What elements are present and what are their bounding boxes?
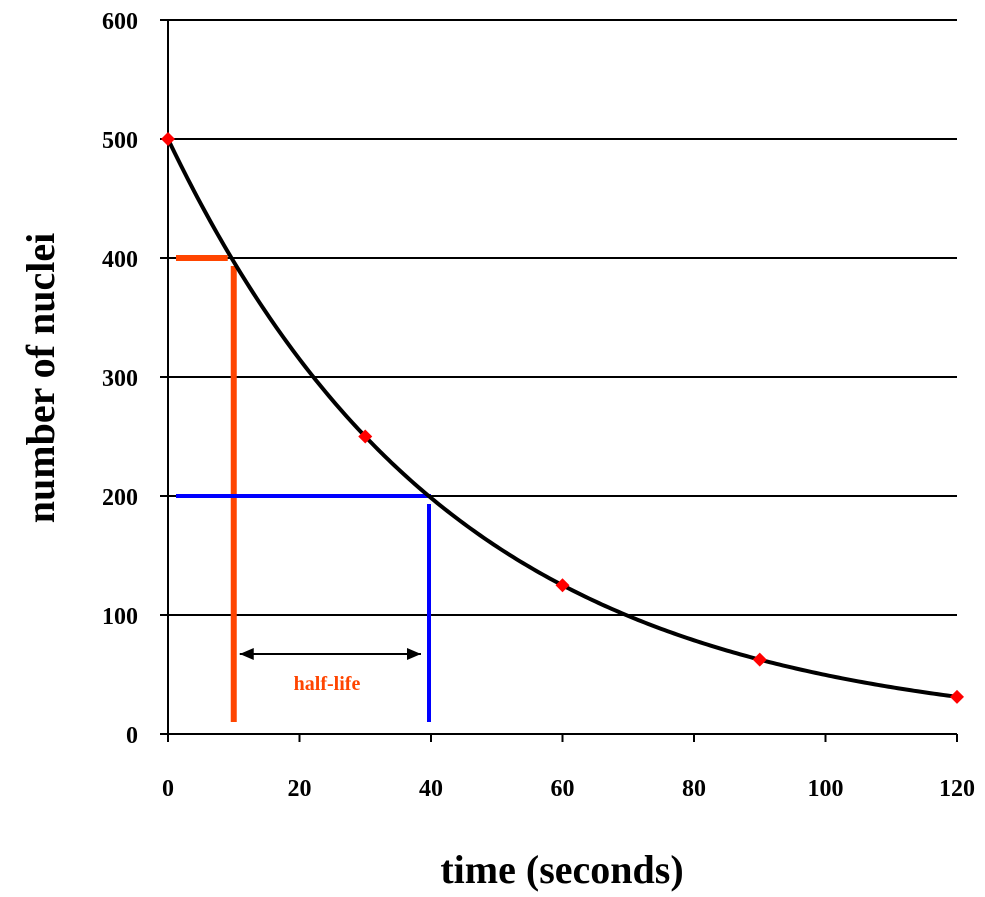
x-tick-label-40: 40 <box>419 776 443 802</box>
x-tick-label-100: 100 <box>808 776 844 802</box>
data-point-2 <box>555 578 570 593</box>
decay-curve <box>166 138 958 699</box>
half-life-arrow-right-head <box>407 648 421 660</box>
y-tick-label-300: 300 <box>102 366 138 392</box>
y-tick-label-600: 600 <box>102 9 138 35</box>
grid-lines <box>168 19 957 616</box>
half-life-arrow-left-head <box>239 648 254 660</box>
y-tick-label-100: 100 <box>102 604 138 630</box>
half-life-guides <box>176 255 431 722</box>
half-life-label: half-life <box>294 673 361 695</box>
data-series <box>161 132 964 704</box>
x-tick-label-60: 60 <box>551 776 575 802</box>
y-axis-label: number of nuclei <box>18 233 63 523</box>
y-tick-label-400: 400 <box>102 247 138 273</box>
y-tick-label-500: 500 <box>102 128 138 154</box>
data-point-0 <box>161 132 175 146</box>
data-point-4 <box>950 689 964 704</box>
x-axis-label: time (seconds) <box>440 847 683 892</box>
x-tick-label-80: 80 <box>682 776 706 802</box>
tick-labels: 0 100 200 300 400 500 600 0 20 40 60 80 100 120 <box>102 9 975 802</box>
x-tick-label-0: 0 <box>162 776 174 802</box>
data-point-3 <box>752 652 767 667</box>
axes <box>160 19 958 742</box>
y-tick-label-0: 0 <box>126 723 138 749</box>
x-tick-label-120: 120 <box>939 776 975 802</box>
y-tick-label-200: 200 <box>102 485 138 511</box>
data-point-1 <box>358 429 373 444</box>
x-tick-label-20: 20 <box>288 776 312 802</box>
